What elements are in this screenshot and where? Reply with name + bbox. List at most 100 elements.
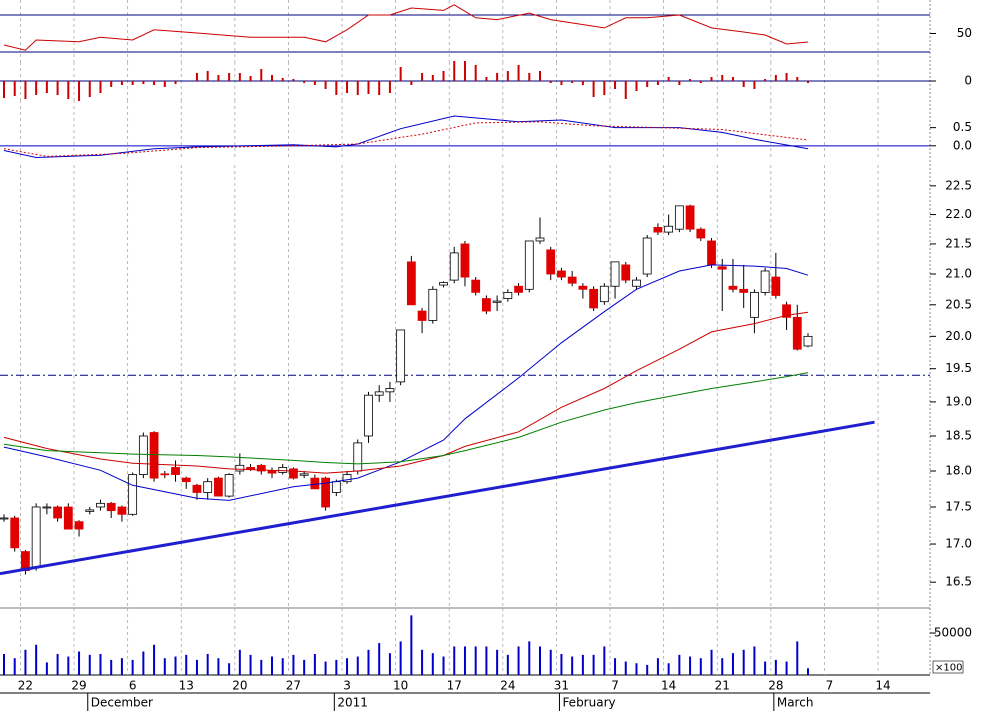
bar — [238, 73, 241, 81]
candle-body — [299, 473, 309, 476]
candle-body — [235, 464, 245, 472]
candle-body — [782, 304, 791, 318]
candle-body — [160, 473, 170, 476]
bar — [206, 71, 209, 81]
bar — [549, 81, 552, 83]
bar — [99, 81, 102, 93]
series-line — [3, 115, 809, 159]
bar — [67, 656, 70, 675]
bar — [56, 654, 59, 675]
bar — [292, 654, 295, 675]
candle-body — [460, 243, 470, 278]
candle-body — [267, 470, 277, 474]
candle-body — [482, 298, 491, 312]
bar — [753, 81, 756, 89]
candle-body — [599, 285, 609, 303]
bar — [539, 646, 542, 675]
bar — [528, 641, 531, 675]
bar — [88, 654, 91, 675]
candle-body — [546, 249, 556, 275]
bar — [13, 658, 16, 675]
candle-body — [621, 264, 631, 281]
candle-body — [289, 468, 298, 479]
bar — [120, 658, 123, 675]
bar — [517, 646, 520, 675]
y-tick-label: 19.0 — [945, 394, 972, 408]
y-tick-label: 19.5 — [945, 361, 972, 375]
bar — [581, 81, 584, 85]
bar — [635, 663, 638, 675]
bar — [99, 654, 102, 675]
candle-body — [10, 517, 20, 549]
bar — [614, 81, 617, 89]
bar — [678, 654, 681, 675]
bar — [807, 668, 810, 675]
candle-body — [632, 279, 641, 287]
candle-body — [353, 442, 363, 472]
y-tick-label: 22.5 — [945, 178, 972, 192]
bar — [346, 81, 349, 93]
bar — [399, 641, 402, 675]
month-label: December — [91, 696, 153, 710]
bar — [667, 663, 670, 675]
series-line — [0, 420, 875, 576]
bar — [174, 656, 177, 675]
candle-body — [96, 502, 105, 508]
bar — [699, 81, 702, 83]
bar — [539, 71, 542, 81]
candle-body — [707, 240, 716, 266]
month-label: March — [777, 696, 814, 710]
candle-body — [192, 484, 202, 493]
candle-body — [717, 266, 727, 270]
bar — [56, 81, 59, 95]
bar — [142, 81, 145, 84]
bar — [421, 73, 424, 81]
bar — [603, 646, 606, 675]
bar — [689, 656, 692, 675]
candle-body — [739, 288, 749, 293]
bar — [410, 615, 413, 675]
candle-body — [567, 276, 577, 284]
candle-body — [653, 227, 663, 233]
candle-body — [578, 285, 588, 290]
candle-body — [256, 464, 266, 472]
candle-body — [149, 432, 159, 479]
bar — [110, 81, 113, 87]
y-tick-label: 21.0 — [945, 267, 972, 281]
bar — [356, 656, 359, 675]
month-label: 2011 — [337, 696, 368, 710]
candle-body — [492, 300, 502, 303]
bar — [78, 651, 81, 675]
candle-body — [771, 276, 781, 296]
candle-body — [535, 237, 545, 242]
bar — [195, 659, 198, 675]
x-tick-label: 10 — [393, 679, 408, 693]
bar — [474, 646, 477, 675]
bar — [2, 81, 5, 98]
bar — [689, 79, 692, 81]
candle-body — [750, 291, 759, 318]
bar — [356, 81, 359, 95]
bar — [656, 81, 659, 85]
x-tick-label: 7 — [611, 679, 619, 693]
y-tick-label: 0.5 — [953, 120, 972, 134]
bar — [453, 61, 456, 81]
bar — [271, 75, 274, 81]
bar — [742, 81, 745, 87]
bar — [517, 65, 520, 81]
bar — [281, 658, 284, 675]
bar — [614, 658, 617, 675]
candle-body — [53, 506, 62, 519]
bar — [206, 654, 209, 675]
month-label: February — [562, 696, 615, 710]
bar — [388, 81, 391, 93]
bar — [764, 79, 767, 81]
candle-body — [385, 388, 395, 393]
candle-body — [224, 474, 234, 497]
candle-body — [203, 481, 213, 493]
candle-body — [42, 506, 52, 509]
candle-body — [503, 291, 513, 299]
candle-body — [214, 477, 223, 497]
bar — [571, 81, 574, 83]
bar — [624, 81, 627, 99]
